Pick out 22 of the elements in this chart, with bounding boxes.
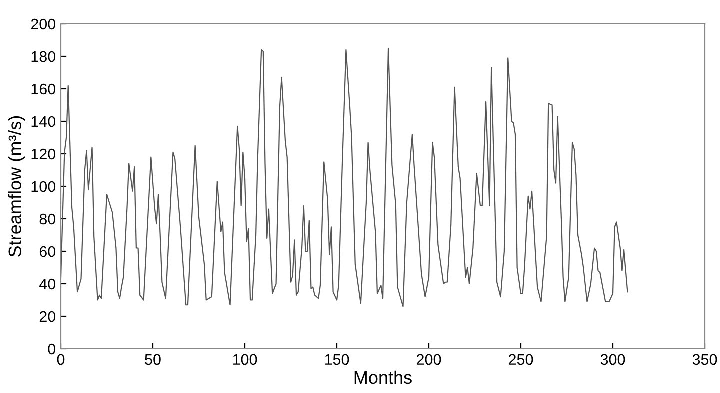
x-axis-title: Months	[354, 370, 412, 384]
y-axis-title: Streamflow (m³/s)	[8, 116, 26, 257]
y-tick-label: 80	[40, 214, 56, 225]
y-tick-label: 120	[32, 148, 56, 160]
y-tick-label: 60	[40, 246, 56, 258]
y-tick-label: 160	[32, 84, 56, 95]
x-tick-label: 350	[692, 354, 718, 366]
y-tick-label: 20	[40, 311, 56, 322]
x-tick-label: 250	[509, 354, 534, 366]
y-tick-label: 200	[31, 18, 56, 30]
x-tick-label: 50	[145, 354, 161, 366]
x-tick-label: 200	[417, 354, 442, 366]
y-tick-label: 180	[32, 51, 56, 62]
line-series	[61, 48, 628, 308]
y-tick-label: 140	[32, 116, 56, 128]
y-tick-label: 40	[40, 278, 56, 290]
x-tick-label: 100	[233, 354, 258, 366]
x-tick-label: 300	[600, 354, 626, 366]
y-tick-label: 100	[32, 181, 56, 192]
x-tick-label: 150	[325, 354, 350, 366]
y-tick-label: 0	[48, 344, 56, 355]
x-tick-label: 0	[57, 354, 65, 366]
